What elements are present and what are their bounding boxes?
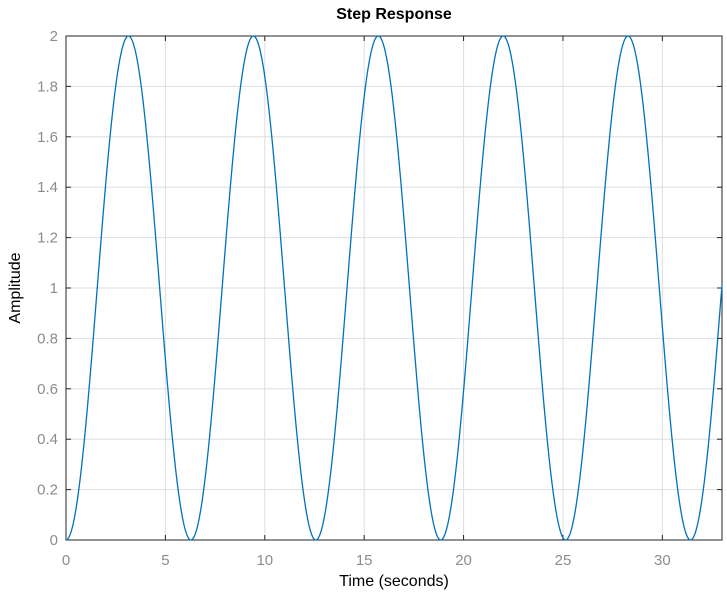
x-tick-label: 10: [256, 552, 273, 569]
y-tick-label: 2: [50, 28, 58, 45]
response-curve: [65, 35, 723, 541]
y-tick-label: 0.2: [37, 482, 58, 499]
chart-title: Step Response: [336, 6, 452, 23]
x-tick-label: 25: [555, 552, 572, 569]
x-tick-label: 5: [161, 552, 169, 569]
x-tick-label: 30: [654, 552, 671, 569]
x-axis-label: Time (seconds): [339, 573, 449, 590]
x-tick-label: 15: [356, 552, 373, 569]
y-tick-label: 1.4: [37, 179, 58, 196]
x-tick-label: 0: [62, 552, 70, 569]
x-tick-label: 20: [455, 552, 472, 569]
y-tick-label: 0.6: [37, 381, 58, 398]
y-tick-label: 0.8: [37, 330, 58, 347]
y-axis-label: Amplitude: [7, 252, 24, 324]
y-tick-label: 0: [50, 532, 58, 549]
y-tick-label: 1.8: [37, 78, 58, 95]
y-tick-label: 0.4: [37, 431, 58, 448]
y-tick-label: 1.6: [37, 129, 58, 146]
y-tick-label: 1.2: [37, 230, 58, 247]
y-tick-label: 1: [50, 280, 58, 297]
